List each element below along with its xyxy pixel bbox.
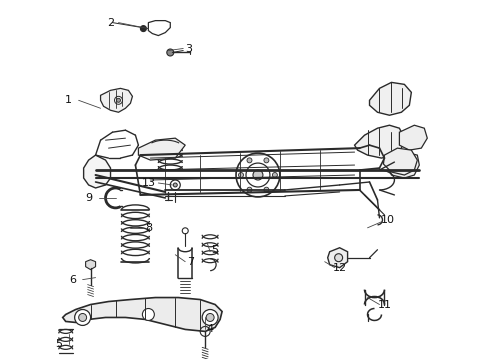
Text: 5: 5 — [212, 245, 219, 255]
Polygon shape — [399, 125, 427, 150]
Polygon shape — [138, 138, 185, 160]
Circle shape — [117, 98, 121, 102]
Circle shape — [272, 172, 277, 177]
Text: 2: 2 — [107, 18, 114, 28]
Text: 5: 5 — [55, 339, 62, 349]
Polygon shape — [84, 155, 111, 188]
Text: 1: 1 — [65, 95, 72, 105]
Text: 7: 7 — [187, 257, 194, 267]
Circle shape — [264, 158, 269, 163]
Polygon shape — [63, 298, 222, 332]
Text: 3: 3 — [185, 44, 192, 54]
Circle shape — [78, 314, 87, 321]
Circle shape — [335, 254, 343, 262]
Circle shape — [247, 187, 252, 192]
Text: 11: 11 — [377, 300, 392, 310]
Polygon shape — [388, 152, 419, 178]
Text: 13: 13 — [142, 178, 155, 188]
Polygon shape — [355, 125, 404, 158]
Polygon shape — [100, 88, 132, 112]
Text: 10: 10 — [380, 215, 394, 225]
Circle shape — [239, 172, 244, 177]
Circle shape — [202, 310, 218, 325]
Circle shape — [247, 158, 252, 163]
Circle shape — [143, 309, 154, 320]
Text: 8: 8 — [145, 223, 152, 233]
Circle shape — [253, 170, 263, 180]
Circle shape — [74, 310, 91, 325]
Text: 9: 9 — [85, 193, 92, 203]
Polygon shape — [328, 248, 347, 268]
Circle shape — [173, 183, 177, 187]
Text: 6: 6 — [69, 275, 76, 285]
Circle shape — [141, 26, 147, 32]
Circle shape — [264, 187, 269, 192]
Polygon shape — [384, 148, 417, 175]
Text: 4: 4 — [207, 324, 214, 334]
Polygon shape — [369, 82, 412, 115]
Circle shape — [206, 314, 214, 321]
Circle shape — [167, 49, 174, 56]
Polygon shape — [86, 260, 96, 270]
Text: 12: 12 — [333, 263, 347, 273]
